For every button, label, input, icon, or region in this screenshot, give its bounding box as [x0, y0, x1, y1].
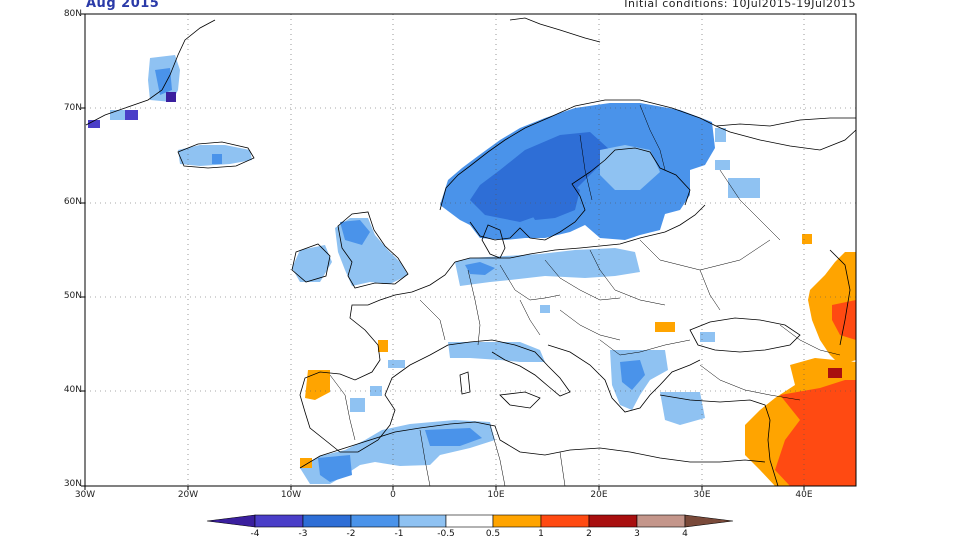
lon-label: 0 [390, 490, 396, 500]
colorbar-swatch [254, 514, 304, 528]
initial-conditions-label: Initial conditions: 10Jul2015-19Jul2015 [624, 0, 856, 10]
axis-ticks [81, 13, 805, 490]
colorbar-label: -1 [394, 529, 404, 539]
colorbar-swatch [206, 514, 256, 528]
lon-label: 10E [487, 490, 505, 500]
colorbar-label: -0.5 [437, 529, 455, 539]
colorbar-swatch [540, 514, 590, 528]
map-frame [84, 13, 857, 487]
colorbar-swatch [398, 514, 447, 528]
colorbar-swatch [588, 514, 638, 528]
colorbar-swatch [350, 514, 400, 528]
lat-label: 80N [63, 9, 82, 19]
lat-label: 50N [63, 291, 82, 301]
graticule [85, 14, 856, 486]
colorbar [206, 514, 734, 528]
colorbar-label: 1 [538, 529, 544, 539]
lon-label: 20W [177, 490, 199, 500]
colorbar-swatch [492, 514, 542, 528]
colorbar-swatch [302, 514, 352, 528]
lat-label: 70N [63, 103, 82, 113]
forecast-month-title: Aug 2015 [86, 0, 160, 11]
lon-label: 40E [795, 490, 813, 500]
lat-label: 30N [63, 479, 82, 489]
coastlines [85, 17, 857, 487]
lon-label: 10W [280, 490, 302, 500]
lon-label: 20E [590, 490, 608, 500]
colorbar-label: 0.5 [485, 529, 501, 539]
lon-label: 30W [74, 490, 96, 500]
colorbar-swatch [445, 514, 494, 528]
colorbar-label: 2 [586, 529, 592, 539]
colorbar-label: -4 [250, 529, 260, 539]
country-borders [329, 104, 841, 487]
positive-anomaly-shading [300, 234, 856, 486]
colorbar-label: 3 [634, 529, 640, 539]
lon-label: 30E [693, 490, 711, 500]
lat-label: 40N [63, 385, 82, 395]
colorbar-swatch [636, 514, 686, 528]
colorbar-label: -2 [346, 529, 356, 539]
colorbar-label: -3 [298, 529, 308, 539]
lat-label: 60N [63, 197, 82, 207]
map-background [85, 14, 856, 486]
colorbar-swatch [684, 514, 734, 528]
colorbar-label: 4 [682, 529, 688, 539]
